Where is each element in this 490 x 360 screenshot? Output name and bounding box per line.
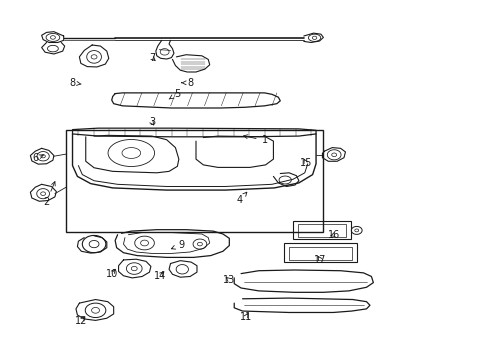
Bar (284, 243, 357, 262)
Text: 9: 9 (172, 240, 184, 250)
Text: 14: 14 (154, 271, 166, 281)
Text: 13: 13 (223, 275, 236, 285)
Text: 8: 8 (70, 78, 81, 88)
Text: 7: 7 (149, 53, 155, 63)
Text: 5: 5 (169, 89, 180, 99)
Text: 8: 8 (181, 78, 193, 88)
Text: 2: 2 (44, 182, 55, 207)
Text: 1: 1 (244, 135, 268, 145)
Text: 11: 11 (240, 312, 252, 322)
Text: 10: 10 (106, 269, 118, 279)
Text: 3: 3 (149, 117, 155, 127)
Text: 4: 4 (237, 192, 247, 205)
Text: 12: 12 (75, 316, 88, 326)
Bar (66, 130, 323, 232)
Bar (298, 224, 346, 237)
Text: 6: 6 (32, 153, 44, 163)
Text: 15: 15 (299, 158, 312, 168)
Bar (289, 247, 352, 260)
Bar (293, 221, 351, 239)
Text: 16: 16 (328, 230, 340, 240)
Text: 17: 17 (314, 255, 327, 265)
